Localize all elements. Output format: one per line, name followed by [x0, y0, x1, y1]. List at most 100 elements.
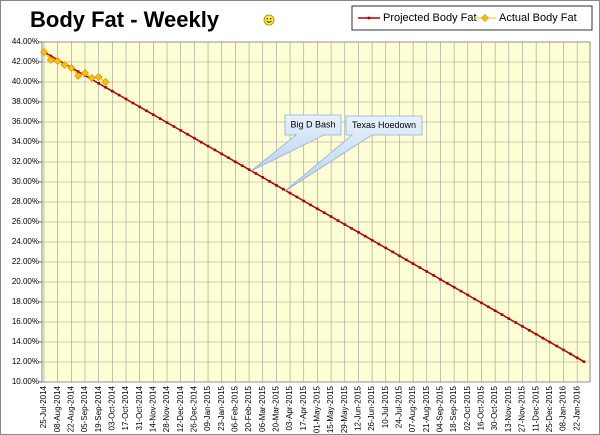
y-tick-label: 22.00% [12, 257, 39, 266]
x-tick-label: 05-Sep-2014 [80, 385, 89, 432]
point-marker [452, 285, 456, 289]
point-marker [152, 113, 155, 116]
point-marker [172, 125, 176, 128]
x-tick-label: 22-Jan-2016 [572, 385, 581, 430]
point-marker [131, 101, 135, 105]
point-marker [268, 180, 271, 183]
y-tick-label: 26.00% [12, 217, 39, 226]
x-tick-label: 01-May-2015 [313, 385, 322, 433]
legend-marker [367, 16, 371, 20]
point-marker [425, 270, 429, 273]
x-tick-label: 09-Jan-2015 [203, 385, 212, 430]
point-marker [384, 246, 388, 250]
x-tick-label: 31-Oct-2014 [135, 385, 144, 430]
y-tick-label: 10.00% [12, 377, 39, 386]
point-marker [521, 325, 524, 328]
x-tick-label: 15-May-2015 [326, 385, 335, 433]
x-tick-label: 10-Jul-2015 [381, 385, 390, 428]
x-tick-label: 21-Aug-2015 [422, 385, 431, 432]
point-marker [562, 348, 565, 352]
point-marker [336, 219, 340, 222]
y-tick-label: 28.00% [12, 197, 39, 206]
point-marker [493, 309, 497, 312]
point-marker [295, 195, 299, 199]
point-marker [514, 321, 517, 324]
point-marker [227, 156, 230, 160]
point-marker [213, 148, 217, 152]
plot-area [41, 41, 591, 383]
point-marker [582, 360, 586, 363]
point-marker [97, 82, 100, 85]
point-marker [234, 160, 237, 164]
y-tick-label: 44.00% [12, 37, 39, 46]
point-marker [124, 97, 128, 101]
chart-title: Body Fat - Weekly [30, 7, 220, 32]
callout [284, 115, 423, 192]
x-tick-label: 20-Mar-2015 [272, 385, 281, 431]
point-marker [220, 152, 224, 156]
point-marker [466, 293, 470, 297]
x-tick-label: 03-Apr-2015 [285, 385, 294, 430]
x-tick-label: 13-Nov-2015 [504, 385, 513, 432]
x-tick-label: 18-Sep-2015 [449, 385, 458, 432]
point-marker [391, 250, 394, 254]
legend-box [351, 5, 593, 31]
x-tick-label: 22-Aug-2014 [66, 385, 75, 432]
point-marker [49, 54, 53, 58]
point-marker [569, 352, 572, 356]
x-tick-label: 12-Jun-2015 [354, 385, 363, 430]
point-marker [350, 227, 353, 230]
point-marker [439, 278, 442, 281]
point-marker [76, 70, 80, 73]
point-marker [138, 105, 141, 109]
point-marker [487, 305, 490, 309]
point-marker [281, 187, 285, 191]
x-tick-label: 28-Nov-2014 [162, 385, 171, 432]
point-marker [534, 332, 538, 336]
point-marker [193, 136, 196, 140]
point-marker [357, 231, 360, 234]
x-tick-label: 26-Dec-2014 [189, 385, 198, 432]
y-tick-label: 14.00% [12, 337, 39, 346]
x-tick-label: 30-Oct-2015 [490, 385, 499, 430]
x-tick-label: 11-Dec-2015 [531, 385, 540, 431]
x-tick-label: 07-Aug-2015 [408, 385, 417, 432]
point-marker [101, 78, 110, 86]
annotation: Texas Hoedown [352, 120, 416, 130]
y-tick-label: 20.00% [12, 277, 39, 286]
point-marker [302, 199, 306, 203]
point-marker [398, 254, 401, 258]
point-marker [247, 168, 251, 171]
point-marker [206, 144, 210, 148]
x-tick-label: 14-Nov-2014 [148, 385, 157, 432]
y-tick-label: 40.00% [12, 77, 39, 86]
callout [250, 114, 342, 172]
x-tick-label: 04-Sep-2015 [436, 385, 445, 432]
point-marker [53, 57, 62, 65]
point-marker [459, 289, 463, 293]
y-tick-label: 16.00% [12, 317, 39, 326]
x-tick-label: 02-Oct-2015 [463, 385, 472, 430]
point-marker [186, 133, 189, 136]
point-marker [404, 258, 408, 262]
point-marker [363, 234, 367, 238]
point-marker [480, 301, 483, 305]
point-marker [67, 64, 76, 72]
point-marker [94, 73, 103, 81]
point-marker [500, 313, 504, 316]
y-tick-label: 38.00% [12, 97, 39, 106]
legend-label: Projected Body Fat [383, 12, 477, 24]
point-marker [275, 184, 278, 187]
x-tick-label: 24-Jul-2015 [395, 385, 404, 428]
x-tick-label: 16-Oct-2015 [477, 385, 486, 430]
point-marker [575, 356, 579, 360]
x-tick-label: 17-Oct-2014 [121, 385, 130, 430]
point-marker [60, 61, 69, 69]
x-tick-label: 29-May-2015 [340, 385, 349, 433]
point-marker [418, 266, 422, 269]
point-marker [329, 215, 333, 218]
y-tick-label: 36.00% [12, 117, 39, 126]
x-tick-label: 27-Nov-2015 [518, 385, 527, 432]
point-marker [261, 176, 265, 179]
x-tick-label: 25-Jul-2014 [39, 385, 48, 428]
